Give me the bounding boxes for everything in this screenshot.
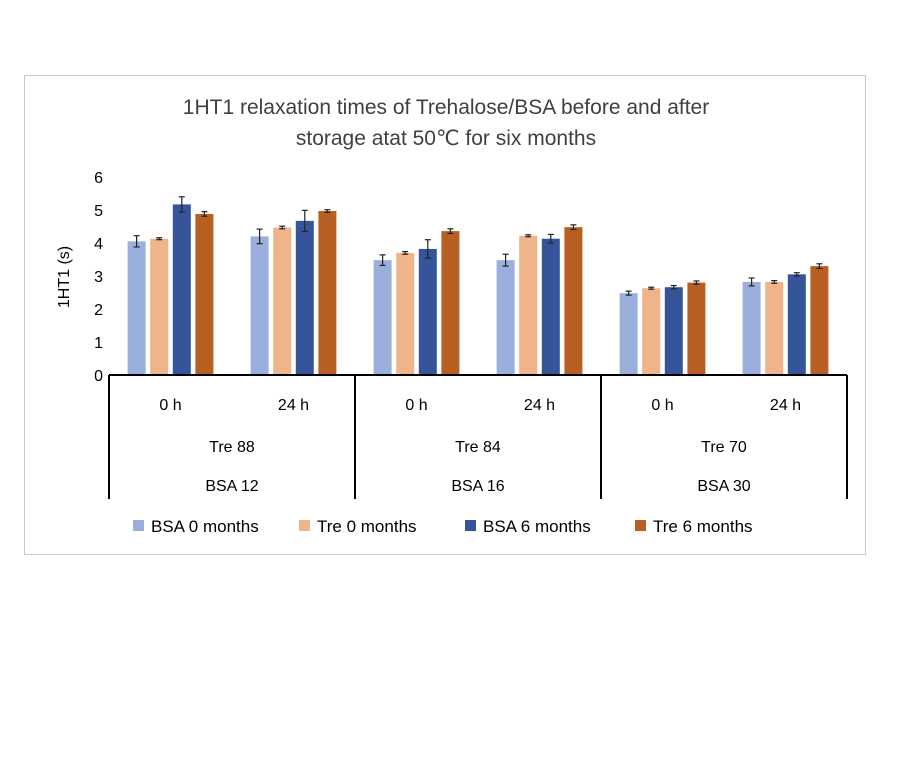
- group-label-bsa: BSA 30: [697, 478, 750, 495]
- chart-title-line-2: storage atat 50℃ for six months: [296, 127, 596, 150]
- bar: [172, 204, 191, 375]
- legend-swatch: [133, 520, 144, 531]
- bar: [496, 260, 515, 375]
- category-label: 0 h: [651, 397, 673, 414]
- bar: [564, 227, 583, 375]
- bar: [373, 260, 392, 375]
- chart-title: 1HT1 relaxation times of Trehalose/BSA b…: [183, 96, 709, 150]
- chart-frame: 1HT1 relaxation times of Trehalose/BSA b…: [24, 75, 866, 555]
- category-label: 0 h: [159, 397, 181, 414]
- category-labels: 0 h 24 h 0 h 24 h 0 h 24 h Tre 88 BSA 12 Tre 84 B…: [159, 397, 801, 495]
- bar: [441, 231, 460, 375]
- y-tick-label: 4: [94, 236, 103, 253]
- category-label: 0 h: [405, 397, 427, 414]
- legend-label: BSA 6 months: [483, 517, 591, 536]
- bar: [250, 236, 269, 375]
- bar: [742, 281, 761, 375]
- bar: [273, 227, 292, 375]
- legend-swatch: [635, 520, 646, 531]
- group-label-bsa: BSA 12: [205, 478, 258, 495]
- group-label-tre: Tre 70: [701, 439, 747, 456]
- category-label: 24 h: [524, 397, 555, 414]
- group-label-bsa: BSA 16: [451, 478, 504, 495]
- bar: [150, 238, 169, 375]
- error-bars: [133, 196, 823, 296]
- y-tick-label: 6: [94, 170, 103, 187]
- bars: [127, 204, 829, 375]
- category-label: 24 h: [770, 397, 801, 414]
- bar: [687, 282, 706, 375]
- bar: [619, 293, 638, 375]
- bar: [295, 220, 314, 375]
- bar: [787, 274, 806, 375]
- y-axis-label: 1HT1 (s): [56, 246, 73, 308]
- bar: [127, 241, 146, 375]
- y-tick-label: 0: [94, 368, 103, 385]
- bar: [195, 213, 214, 375]
- y-tick-label: 1: [94, 335, 103, 352]
- chart-svg: 1HT1 relaxation times of Trehalose/BSA b…: [56, 96, 848, 536]
- legend-swatch: [465, 520, 476, 531]
- x-axis: [108, 374, 848, 499]
- y-tick-label: 2: [94, 302, 103, 319]
- legend-swatch: [299, 520, 310, 531]
- y-tick-label: 5: [94, 203, 103, 220]
- bar: [810, 266, 829, 375]
- legend-label: Tre 6 months: [653, 517, 753, 536]
- bar: [642, 288, 661, 375]
- bar: [396, 252, 415, 375]
- category-label: 24 h: [278, 397, 309, 414]
- y-tick-labels: 0 1 2 3 4 5 6: [94, 170, 103, 385]
- bar: [664, 287, 683, 375]
- bar: [418, 248, 437, 375]
- y-tick-label: 3: [94, 269, 103, 286]
- legend: BSA 0 months Tre 0 months BSA 6 months Tre …: [133, 517, 753, 536]
- bar: [519, 235, 538, 375]
- bar: [541, 238, 560, 375]
- bar: [318, 210, 337, 375]
- chart-title-line-1: 1HT1 relaxation times of Trehalose/BSA b…: [183, 96, 709, 119]
- legend-label: Tre 0 months: [317, 517, 417, 536]
- legend-label: BSA 0 months: [151, 517, 259, 536]
- group-label-tre: Tre 84: [455, 439, 501, 456]
- bar: [765, 281, 784, 375]
- group-label-tre: Tre 88: [209, 439, 255, 456]
